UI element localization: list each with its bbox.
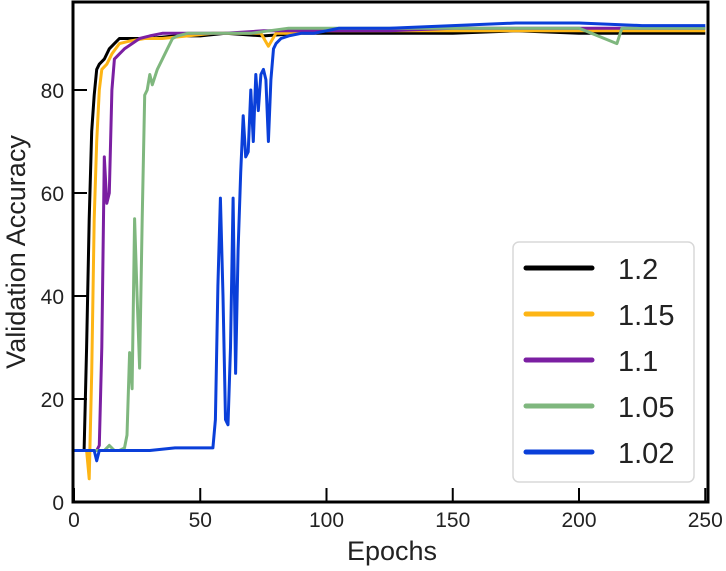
x-tick-label: 150 xyxy=(435,509,470,532)
legend-label: 1.1 xyxy=(618,346,658,378)
x-tick-label: 250 xyxy=(688,509,723,532)
x-tick-label: 100 xyxy=(309,509,344,532)
legend-label: 1.2 xyxy=(618,254,658,286)
y-axis-ticks: 0 20 40 60 80 xyxy=(41,80,87,515)
legend-label: 1.15 xyxy=(618,300,674,332)
legend-label: 1.02 xyxy=(618,438,674,470)
x-tick-label: 200 xyxy=(561,509,596,532)
x-axis-label: Epochs xyxy=(347,536,437,566)
x-tick-label: 0 xyxy=(68,509,80,532)
axes-frame xyxy=(71,0,710,504)
plot-area xyxy=(74,21,706,481)
legend-label: 1.05 xyxy=(618,392,674,424)
y-tick-label: 20 xyxy=(41,389,64,412)
y-tick-label: 80 xyxy=(41,80,64,103)
y-axis-label: Validation Accuracy xyxy=(1,135,31,369)
series-line-1-05 xyxy=(74,26,706,452)
y-tick-label: 40 xyxy=(41,286,64,309)
x-axis-ticks: 0 50 100 150 200 250 xyxy=(68,488,723,532)
legend: 1.2 1.15 1.1 1.05 1.02 xyxy=(512,241,695,483)
series-line-1-02 xyxy=(74,21,706,463)
y-tick-label: 0 xyxy=(52,492,64,515)
legend-box xyxy=(512,241,695,483)
y-tick-label: 60 xyxy=(41,183,64,206)
x-tick-label: 50 xyxy=(189,509,212,532)
